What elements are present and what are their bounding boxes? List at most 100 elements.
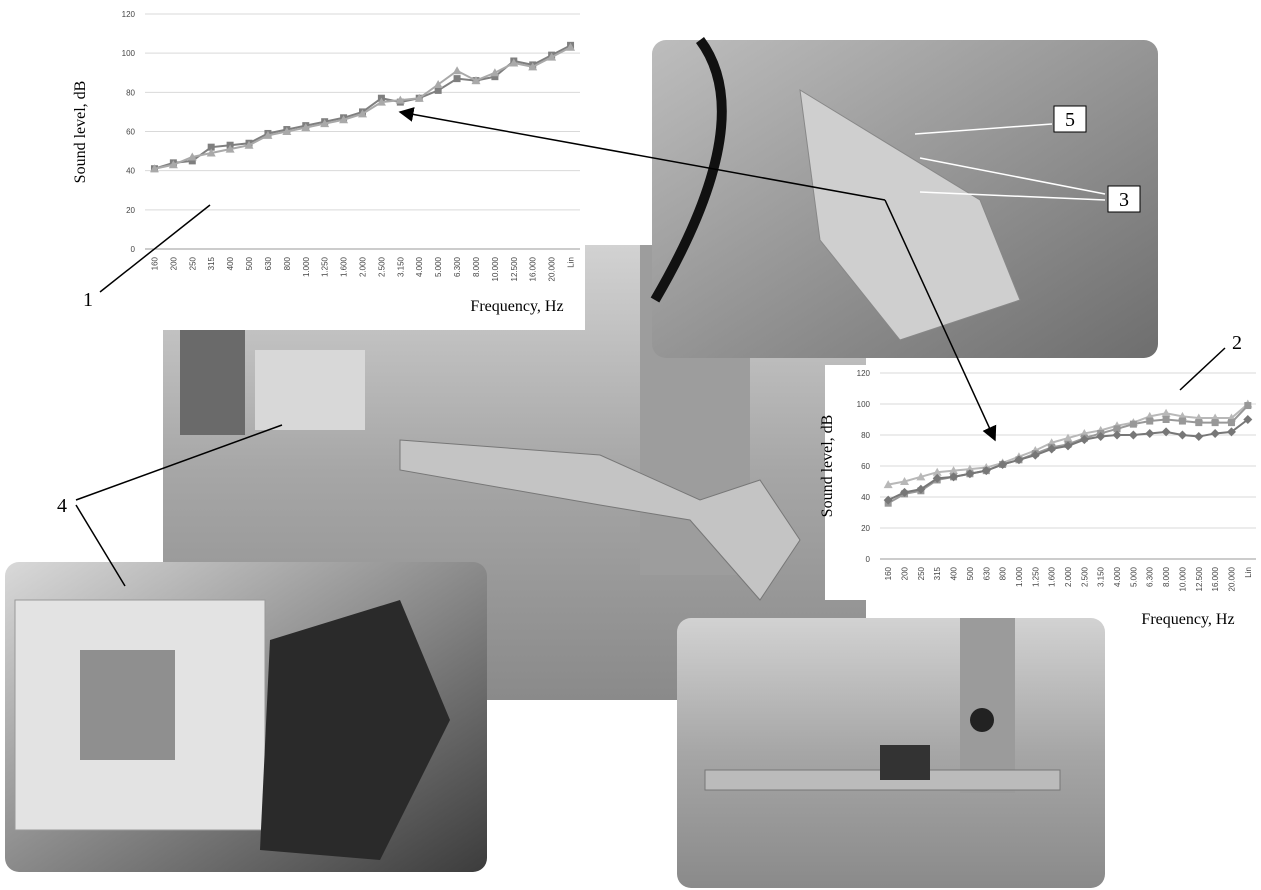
marker xyxy=(1195,419,1203,427)
y-tick-label: 0 xyxy=(131,245,136,254)
x-tick-label: 1.000 xyxy=(1015,566,1024,587)
x-tick-label: 1.250 xyxy=(321,256,330,277)
x-tick-label: 160 xyxy=(884,566,893,580)
x-tick-label: 800 xyxy=(283,256,292,270)
x-tick-label: 12.500 xyxy=(1195,566,1204,591)
x-tick-label: 160 xyxy=(150,256,159,270)
x-tick-label: 3.150 xyxy=(396,256,405,277)
marker xyxy=(949,466,959,475)
x-tick-label: 1.600 xyxy=(1048,566,1057,587)
x-tick-label: 800 xyxy=(999,566,1008,580)
x-tick-label: 8.000 xyxy=(472,256,481,277)
marker xyxy=(453,75,461,83)
marker xyxy=(1244,402,1252,410)
marker xyxy=(1145,428,1155,438)
marker xyxy=(1047,444,1057,454)
x-tick-label: 12.500 xyxy=(510,256,519,281)
x-tick-label: 10.000 xyxy=(1178,566,1187,591)
marker xyxy=(187,152,197,161)
marker xyxy=(206,148,216,157)
marker xyxy=(528,62,538,71)
y-tick-label: 60 xyxy=(861,462,870,471)
x-tick-label: 16.000 xyxy=(1211,566,1220,591)
x-tick-label: 2.500 xyxy=(1080,566,1089,587)
photo-overview xyxy=(677,618,1105,888)
marker xyxy=(916,472,926,481)
marker xyxy=(452,66,462,75)
marker xyxy=(1128,430,1138,440)
x-tick-label: 500 xyxy=(245,256,254,270)
y-tick-label: 60 xyxy=(126,128,135,137)
marker xyxy=(433,80,443,88)
callout-lines xyxy=(75,107,1226,587)
x-tick-label: 315 xyxy=(933,566,942,580)
marker xyxy=(1129,420,1137,428)
marker xyxy=(566,42,576,51)
marker xyxy=(358,109,367,118)
marker xyxy=(900,477,910,485)
x-axis-label: Frequency, Hz xyxy=(1141,611,1234,628)
y-tick-label: 80 xyxy=(861,431,870,440)
marker xyxy=(263,130,273,139)
marker xyxy=(1178,417,1186,425)
marker xyxy=(282,127,292,135)
chart-panel xyxy=(825,365,1261,600)
callout-label: 1 xyxy=(83,289,93,311)
marker xyxy=(168,160,178,169)
marker xyxy=(339,115,349,124)
x-tick-label: 250 xyxy=(917,566,926,580)
x-tick-label: Lin xyxy=(567,257,576,268)
marker xyxy=(1030,450,1040,460)
marker xyxy=(414,93,424,102)
callout-label: 4 xyxy=(57,495,67,517)
callout-box xyxy=(1107,185,1141,213)
x-tick-label: 20.000 xyxy=(548,256,557,281)
y-tick-label: 120 xyxy=(122,10,136,19)
photo-setup-detail xyxy=(650,37,1158,358)
x-tick-label: 1.600 xyxy=(340,256,349,277)
marker xyxy=(1210,428,1220,438)
marker xyxy=(244,140,254,149)
y-tick-label: 40 xyxy=(861,493,870,502)
marker xyxy=(491,73,499,81)
x-tick-label: 5.000 xyxy=(1129,566,1138,587)
marker xyxy=(1227,419,1235,427)
x-tick-label: 315 xyxy=(207,256,216,270)
x-tick-label: Lin xyxy=(1244,567,1253,578)
marker xyxy=(188,157,196,165)
marker xyxy=(1161,427,1171,437)
x-tick-label: 16.000 xyxy=(529,256,538,281)
marker xyxy=(149,164,159,173)
photo-analyzer xyxy=(5,562,487,872)
marker xyxy=(376,97,386,106)
marker xyxy=(1014,455,1024,465)
marker xyxy=(1194,432,1204,442)
marker xyxy=(434,86,442,94)
chart-panel xyxy=(60,0,585,330)
y-axis-label: Sound level, dB xyxy=(819,415,836,518)
x-tick-label: 200 xyxy=(901,566,910,580)
marker xyxy=(932,467,942,476)
marker xyxy=(1079,435,1089,445)
marker xyxy=(471,76,481,85)
y-tick-label: 20 xyxy=(861,524,870,533)
marker xyxy=(207,143,215,151)
marker xyxy=(1177,430,1187,440)
callout-label: 5 xyxy=(1065,109,1075,131)
x-tick-label: 10.000 xyxy=(491,256,500,281)
y-tick-label: 80 xyxy=(126,88,135,97)
marker xyxy=(883,480,893,489)
marker xyxy=(395,95,405,104)
marker xyxy=(981,466,991,476)
x-tick-label: 2.000 xyxy=(359,256,368,277)
x-tick-label: 6.300 xyxy=(453,256,462,277)
y-axis-label: Sound level, dB xyxy=(72,81,89,184)
marker xyxy=(965,469,975,479)
callout-label: 3 xyxy=(1119,189,1129,211)
x-tick-label: 200 xyxy=(169,256,178,270)
marker xyxy=(932,473,942,483)
x-tick-label: 250 xyxy=(188,256,197,270)
x-tick-label: 4.000 xyxy=(415,256,424,277)
x-tick-label: 4.000 xyxy=(1113,566,1122,587)
marker xyxy=(1161,408,1171,417)
